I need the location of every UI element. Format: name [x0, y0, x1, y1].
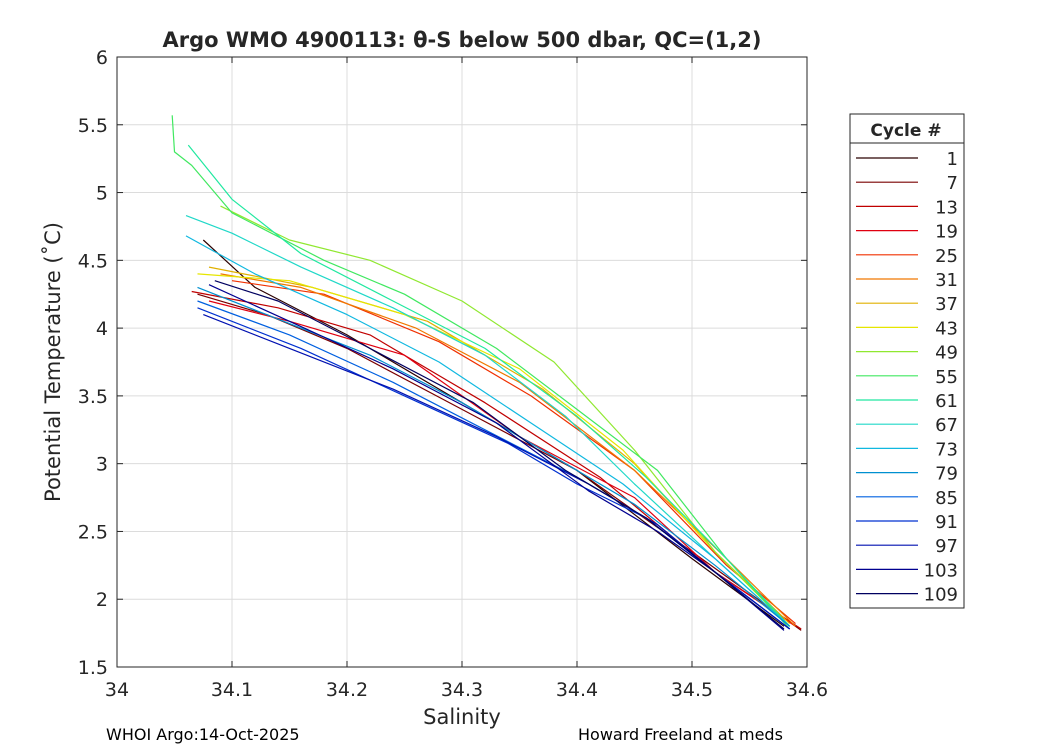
legend-box	[849, 113, 965, 609]
series-line-cycle-79	[197, 286, 791, 627]
footer-left-credit: WHOI Argo:14-Oct-2025	[106, 725, 300, 744]
series-line-cycle-55	[171, 115, 791, 630]
legend-label-19: 19	[935, 222, 958, 243]
legend-label-1: 1	[947, 149, 958, 170]
legend-label-67: 67	[935, 415, 958, 436]
legend-label-79: 79	[935, 464, 958, 485]
y-tick-label: 6	[96, 47, 108, 69]
y-tick-label: 2.5	[78, 521, 108, 543]
y-tick-label: 4	[96, 318, 108, 340]
legend-label-37: 37	[935, 294, 958, 315]
legend-label-73: 73	[935, 439, 958, 460]
series-line-cycle-67	[185, 215, 791, 627]
legend-label-31: 31	[935, 270, 958, 291]
legend-title: Cycle #	[870, 121, 941, 141]
y-tick-label: 2	[96, 589, 108, 611]
legend-label-91: 91	[935, 512, 958, 533]
series-line-cycle-49	[220, 205, 791, 627]
legend: Cycle # 1 7 13 19 25 31 37 43 49 55 61 67 73 79 85 91 97…	[849, 113, 965, 609]
x-axis-label: Salinity	[423, 705, 501, 729]
legend-entries: 1 7 13 19 25 31 37 43 49 55 61 67 73 79 85 91 97 103 109	[856, 149, 958, 606]
chart-title: Argo WMO 4900113: θ-S below 500 dbar, QC…	[163, 28, 762, 52]
x-tick-label: 34.6	[786, 679, 828, 701]
legend-label-55: 55	[935, 367, 958, 388]
x-tick-label: 34.5	[671, 679, 713, 701]
legend-label-85: 85	[935, 488, 958, 509]
series-group	[171, 115, 802, 631]
y-tick-label: 1.5	[78, 657, 108, 679]
series-line-cycle-109	[214, 280, 785, 630]
y-axis-label: Potential Temperature (˚C)	[41, 222, 65, 502]
y-tick-label: 3.5	[78, 386, 108, 408]
legend-label-109: 109	[924, 585, 958, 606]
x-tick-label: 34	[105, 679, 129, 701]
legend-label-49: 49	[935, 343, 958, 364]
x-tick-label: 34.4	[556, 679, 598, 701]
x-tick-label: 34.2	[326, 679, 368, 701]
series-line-cycle-25	[231, 280, 796, 625]
series-line-cycle-73	[185, 235, 791, 627]
footer-right-credit: Howard Freeland at meds	[578, 725, 783, 744]
legend-label-7: 7	[947, 173, 958, 194]
x-tick-label: 34.1	[211, 679, 253, 701]
series-line-cycle-61	[187, 144, 791, 627]
legend-label-13: 13	[935, 197, 958, 218]
x-tick-label: 34.3	[441, 679, 483, 701]
legend-label-61: 61	[935, 391, 958, 412]
legend-label-43: 43	[935, 318, 958, 339]
y-tick-label: 5.5	[78, 115, 108, 137]
y-tick-label: 3	[96, 454, 108, 476]
legend-label-25: 25	[935, 246, 958, 267]
y-tick-label: 5	[96, 183, 108, 205]
tick-group: 34 34.1 34.2 34.3 34.4 34.5 34.6 1.5 2 2.5 3 3.5 4 4.…	[78, 47, 828, 701]
legend-label-103: 103	[924, 560, 958, 581]
y-tick-label: 4.5	[78, 250, 108, 272]
legend-label-97: 97	[935, 536, 958, 557]
